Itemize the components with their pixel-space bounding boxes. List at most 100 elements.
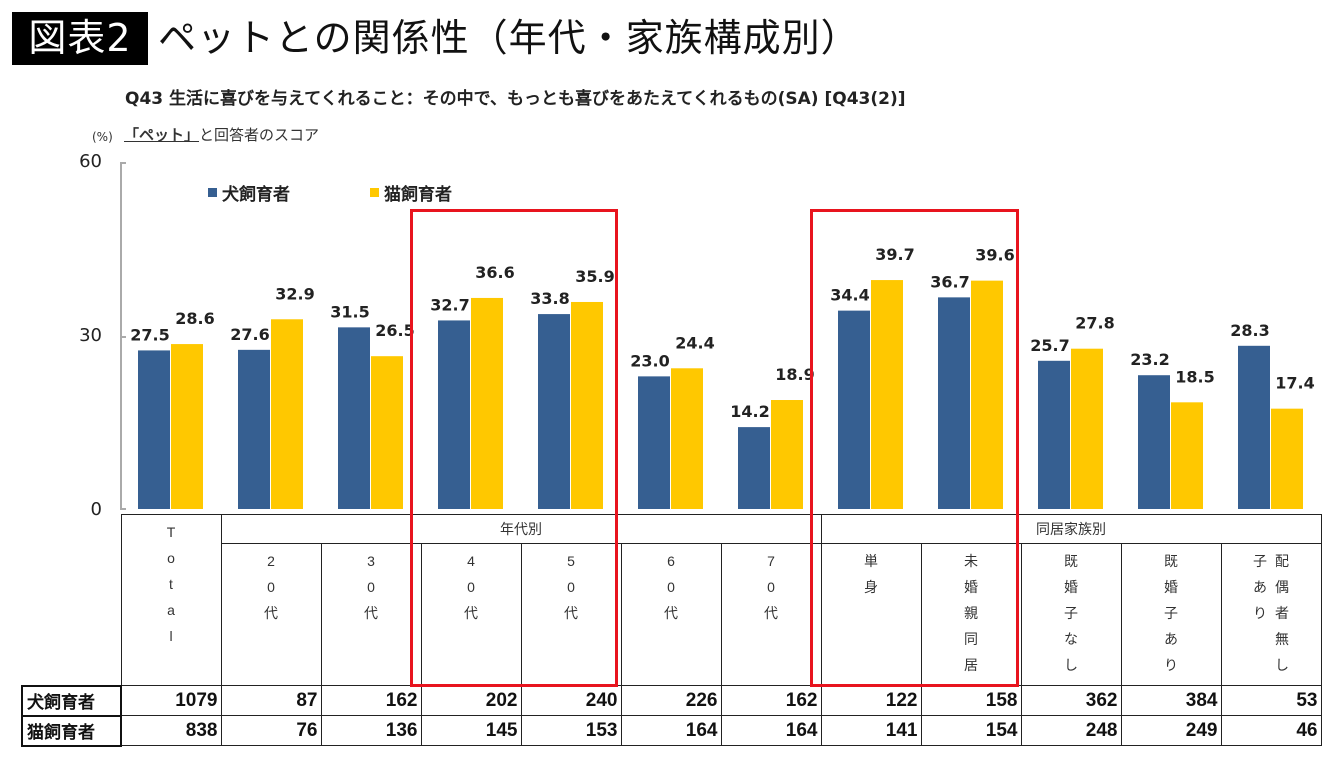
y-tick-0: 0 bbox=[90, 499, 102, 520]
char: 配 bbox=[1275, 553, 1289, 569]
count-cell: 362 bbox=[1020, 685, 1122, 716]
col-header-total-text: T o t a l bbox=[122, 515, 221, 647]
char: 未 bbox=[964, 553, 978, 569]
label-cat-2: 26.5 bbox=[375, 321, 414, 340]
count-cell: 226 bbox=[620, 685, 722, 716]
question-text: Q43 生活に喜びを与えてくれること：その中で、もっとも喜びをあたえてくれるもの… bbox=[125, 89, 906, 109]
label-dog-1: 27.6 bbox=[230, 325, 269, 344]
bar-dog-3 bbox=[438, 320, 470, 509]
char: 既 bbox=[1064, 553, 1078, 569]
bar-cat-4 bbox=[571, 301, 603, 509]
col-header-60s: 6 0 代 bbox=[620, 543, 722, 686]
table-row-cat: 猫飼育者 838 76 136 145 153 164 164 141 154 248 249 46 bbox=[21, 714, 1322, 747]
count-cell: 162 bbox=[320, 685, 422, 716]
char: 身 bbox=[864, 579, 878, 595]
data-labels-group: 27.5 28.6 27.6 32.9 31.5 26.5 32.7 36.6 33.8 35.9… bbox=[130, 245, 1314, 421]
label-cat-0: 28.6 bbox=[175, 309, 214, 328]
label-cat-9: 27.8 bbox=[1075, 314, 1114, 333]
label-dog-9: 25.7 bbox=[1030, 336, 1069, 355]
legend-cat: 猫飼育者 bbox=[370, 180, 452, 205]
bar-dog-2 bbox=[338, 327, 370, 509]
char: 4 bbox=[467, 553, 475, 569]
char: り bbox=[1164, 657, 1178, 673]
label-dog-10: 23.2 bbox=[1130, 350, 1169, 369]
bar-dog-9 bbox=[1038, 360, 1070, 509]
bar-dog-11 bbox=[1238, 345, 1270, 509]
col-header-no-spouse-with-kids: 子あり 配偶者無し bbox=[1220, 543, 1322, 686]
label-dog-2: 31.5 bbox=[330, 302, 369, 321]
char: 代 bbox=[464, 605, 478, 621]
char: り bbox=[1253, 605, 1267, 621]
figure-badge: 図表2 bbox=[12, 12, 148, 65]
label-cat-6: 18.9 bbox=[775, 365, 814, 384]
bar-dog-7 bbox=[838, 310, 870, 509]
char: あ bbox=[1164, 631, 1178, 647]
bar-cat-5 bbox=[671, 368, 703, 509]
table-corner bbox=[22, 515, 121, 686]
bar-dog-1 bbox=[238, 349, 270, 509]
label-dog-4: 33.8 bbox=[530, 289, 569, 308]
bar-dog-10 bbox=[1138, 375, 1170, 509]
count-cell: 248 bbox=[1020, 715, 1122, 746]
col-header-40s: 4 0 代 bbox=[420, 543, 522, 686]
char: 2 bbox=[267, 553, 275, 569]
y-tick-30: 30 bbox=[79, 325, 102, 346]
count-cell: 240 bbox=[520, 685, 622, 716]
count-cell: 153 bbox=[520, 715, 622, 746]
count-cell: 76 bbox=[220, 715, 322, 746]
y-axis-unit: (%) bbox=[92, 130, 113, 144]
legend-cat-swatch bbox=[370, 188, 379, 197]
row-label-dog: 犬飼育者 bbox=[21, 684, 122, 717]
char: 単 bbox=[864, 553, 878, 569]
count-cell: 122 bbox=[820, 685, 922, 716]
count-cell: 164 bbox=[720, 715, 822, 746]
legend-dog-swatch bbox=[208, 188, 217, 197]
group-header-family: 同居家族別 bbox=[820, 514, 1322, 544]
label-dog-5: 23.0 bbox=[630, 351, 669, 370]
char: 偶 bbox=[1275, 579, 1289, 595]
char: あ bbox=[1253, 579, 1267, 595]
char: 0 bbox=[367, 579, 375, 595]
legend-cat-label: 猫飼育者 bbox=[384, 185, 452, 205]
bar-cat-10 bbox=[1171, 402, 1203, 509]
count-cell: 53 bbox=[1220, 685, 1322, 716]
char: 子 bbox=[1253, 553, 1267, 569]
char: 者 bbox=[1275, 605, 1289, 621]
bar-cat-1 bbox=[271, 319, 303, 509]
char: 婚 bbox=[1064, 579, 1078, 595]
char: 3 bbox=[367, 553, 375, 569]
bar-dog-8 bbox=[938, 297, 970, 509]
label-cat-11: 17.4 bbox=[1275, 374, 1314, 393]
page-title: ペットとの関係性（年代・家族構成別） bbox=[158, 16, 860, 60]
count-cell: 154 bbox=[920, 715, 1022, 746]
col-header-70s: 7 0 代 bbox=[720, 543, 822, 686]
char: 婚 bbox=[964, 579, 978, 595]
count-cell: 162 bbox=[720, 685, 822, 716]
char: 代 bbox=[764, 605, 778, 621]
char: a bbox=[167, 602, 175, 618]
bar-cat-7 bbox=[871, 280, 903, 509]
char: t bbox=[169, 576, 173, 592]
count-cell: 136 bbox=[320, 715, 422, 746]
bar-cat-6 bbox=[771, 400, 803, 509]
col-header-unmarried-with-parents: 未婚親同居 bbox=[920, 543, 1022, 686]
bar-cat-0 bbox=[171, 344, 203, 509]
table-row-dog: 犬飼育者 1079 87 162 202 240 226 162 122 158 362 384 53 bbox=[21, 684, 1322, 717]
label-cat-4: 35.9 bbox=[575, 267, 614, 286]
col-header-50s: 5 0 代 bbox=[520, 543, 622, 686]
subtitle-pet: 「ペット」 bbox=[124, 126, 200, 144]
legend-dog-label: 犬飼育者 bbox=[222, 185, 290, 205]
count-cell: 384 bbox=[1120, 685, 1222, 716]
count-cell: 249 bbox=[1120, 715, 1222, 746]
char: 婚 bbox=[1164, 579, 1178, 595]
char: 6 bbox=[667, 553, 675, 569]
char: 居 bbox=[964, 657, 978, 673]
char: 0 bbox=[767, 579, 775, 595]
label-cat-7: 39.7 bbox=[875, 245, 914, 264]
count-cell: 158 bbox=[920, 685, 1022, 716]
label-dog-8: 36.7 bbox=[930, 272, 969, 291]
col-header-total: T o t a l bbox=[120, 514, 222, 686]
bar-cat-9 bbox=[1071, 348, 1103, 509]
count-cell: 1079 bbox=[120, 685, 222, 716]
col-header-married-no-kids: 既婚子なし bbox=[1020, 543, 1122, 686]
